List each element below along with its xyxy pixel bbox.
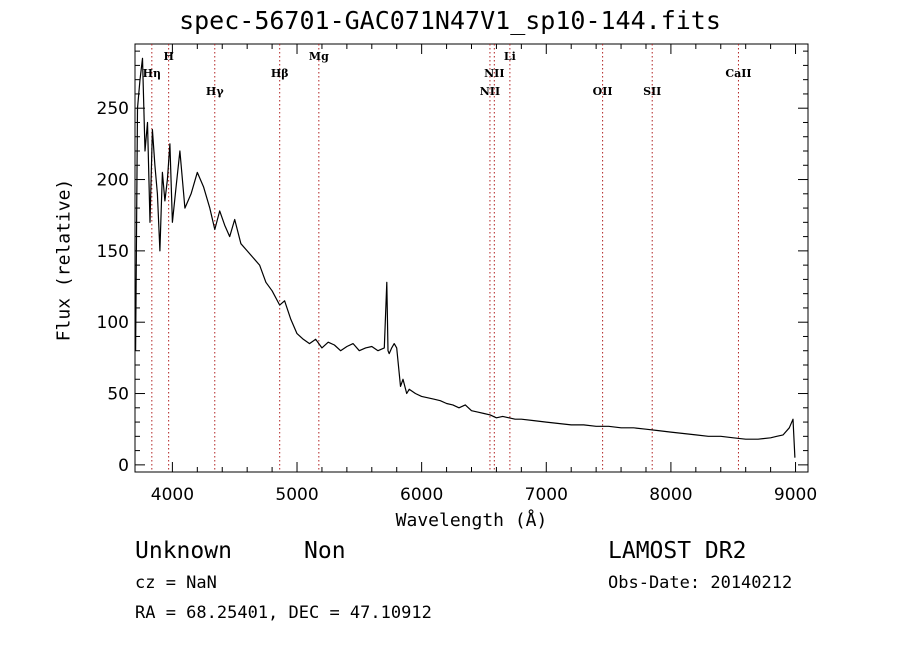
x-tick-label-0: 4000 xyxy=(151,485,194,505)
line-marker-label-8: OII xyxy=(593,85,613,98)
y-tick-label-2: 100 xyxy=(97,313,129,333)
object-class: Unknown xyxy=(135,538,232,564)
y-tick-label-4: 200 xyxy=(97,171,129,191)
y-tick-label-3: 150 xyxy=(97,242,129,262)
flux-line-0 xyxy=(135,57,796,458)
line-marker-label-7: Li xyxy=(504,50,516,63)
line-marker-label-5: NII xyxy=(480,85,500,98)
chart-title: spec-56701-GAC071N47V1_sp10-144.fits xyxy=(179,6,721,35)
survey-name: LAMOST DR2 xyxy=(608,538,747,564)
x-tick-label-2: 6000 xyxy=(400,485,443,505)
axis-ticks: 4000 5000 6000 7000 8000 9000 0 50 100 150 200 250 xyxy=(97,44,817,505)
x-axis-label: Wavelength (Å) xyxy=(395,510,548,531)
line-marker-label-4: Mg xyxy=(309,50,329,63)
line-marker-label-1: H xyxy=(163,50,173,63)
line-marker-label-10: CaII xyxy=(725,67,751,80)
line-marker-label-0: Hη xyxy=(143,67,161,80)
y-tick-label-5: 250 xyxy=(97,99,129,119)
x-tick-label-4: 8000 xyxy=(649,485,692,505)
redshift-value: cz = NaN xyxy=(135,573,217,593)
line-marker-label-3: Hβ xyxy=(271,67,289,80)
x-tick-label-5: 9000 xyxy=(774,485,817,505)
coordinates: RA = 68.25401, DEC = 47.10912 xyxy=(135,603,432,623)
observation-date: Obs-Date: 20140212 xyxy=(608,573,793,593)
y-tick-label-1: 50 xyxy=(107,385,129,405)
y-axis-label: Flux (relative) xyxy=(53,178,75,342)
plot-frame xyxy=(134,43,809,473)
flux-series xyxy=(135,57,796,458)
x-tick-label-1: 5000 xyxy=(275,485,318,505)
line-marker-label-9: SII xyxy=(643,85,661,98)
y-tick-label-0: 0 xyxy=(118,456,129,476)
line-marker-label-2: Hγ xyxy=(206,85,224,98)
line-marker-label-6: NII xyxy=(484,67,504,80)
object-subclass: Non xyxy=(304,538,346,564)
x-tick-label-3: 7000 xyxy=(525,485,568,505)
